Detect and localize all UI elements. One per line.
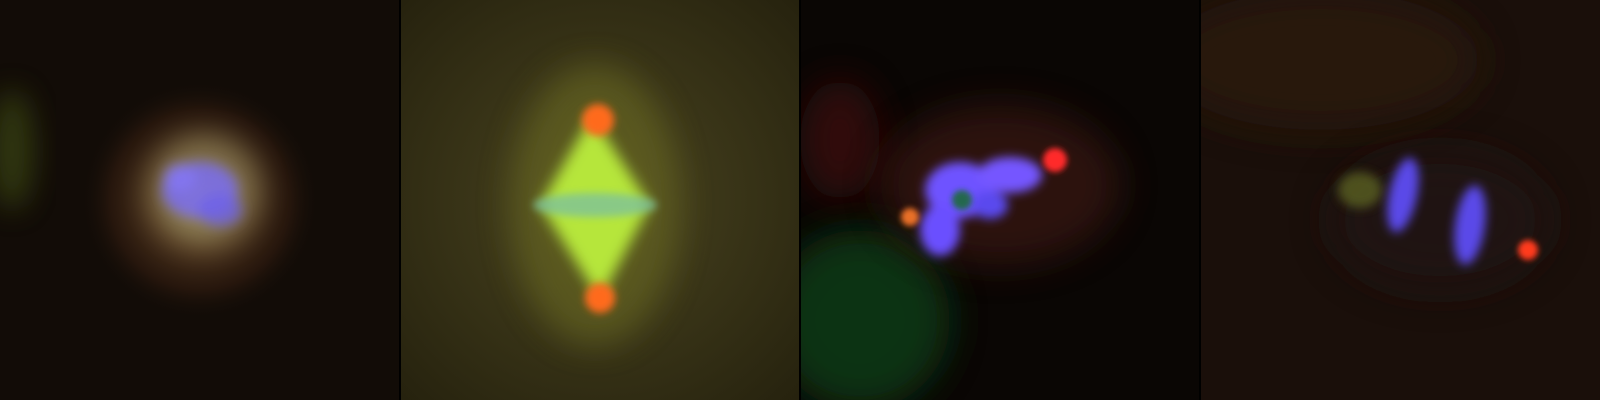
midbody-tubulin xyxy=(1338,172,1382,208)
red-background-glow xyxy=(800,80,880,200)
cell-body-glow xyxy=(1330,150,1550,290)
chromatid-set-right xyxy=(1454,185,1486,265)
neighbor-cell-glow xyxy=(0,90,34,210)
panel-divider xyxy=(799,0,801,400)
upper-cytoplasm-glow xyxy=(1200,0,1480,130)
chromatid-set-left xyxy=(1387,157,1419,233)
tubulin-spot xyxy=(952,190,972,210)
centrosome-top xyxy=(582,104,614,136)
centrosome xyxy=(1518,240,1538,260)
panel-divider xyxy=(1199,0,1201,400)
panel-2-image xyxy=(400,0,800,400)
nucleus-dna xyxy=(162,162,242,226)
panel-3-image xyxy=(800,0,1200,400)
panel-4-image xyxy=(1200,0,1600,400)
micrograph-panel-3 xyxy=(800,0,1200,400)
centrosome-right xyxy=(1043,148,1067,172)
panel-divider xyxy=(399,0,401,400)
panel-1-image xyxy=(0,0,400,400)
micrograph-panel-1 xyxy=(0,0,400,400)
chromosome-mass xyxy=(920,157,1042,256)
green-background-cell xyxy=(800,230,950,400)
centrosome-left xyxy=(901,208,919,226)
micrograph-panel-4 xyxy=(1200,0,1600,400)
metaphase-plate-dna xyxy=(533,193,657,217)
centrosome-bottom xyxy=(585,283,615,313)
micrograph-panel-2 xyxy=(400,0,800,400)
